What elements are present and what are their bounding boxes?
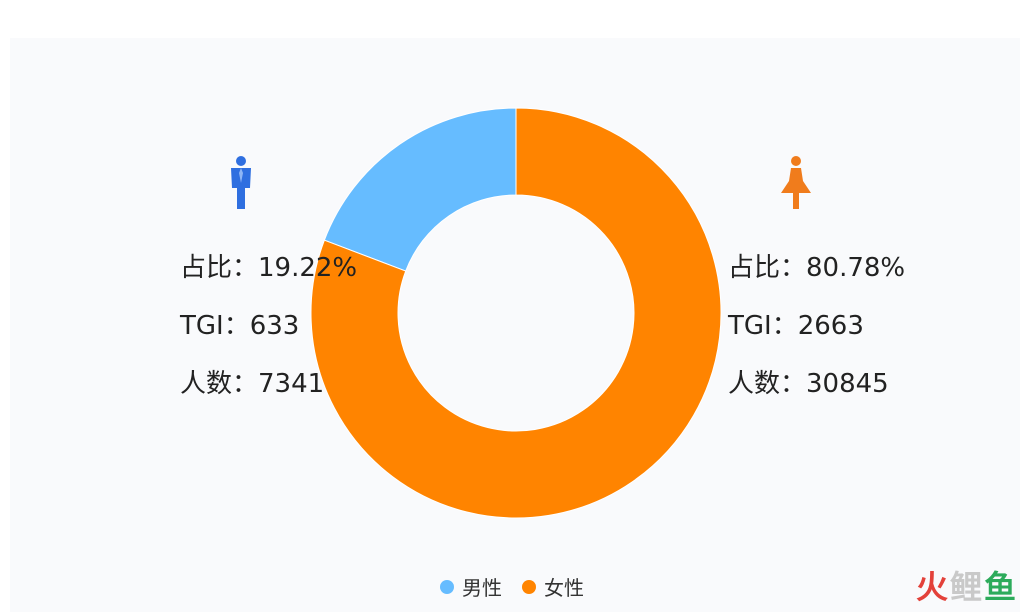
female-ratio-label: 占比：80.78%	[728, 253, 906, 283]
slice-male[interactable]	[323, 107, 517, 272]
male-count-label: 人数：7341	[180, 369, 325, 399]
watermark-char-3: 鱼	[983, 568, 1018, 606]
legend-item-male[interactable]: 男性	[440, 572, 502, 601]
legend-label-female: 女性	[544, 576, 584, 600]
watermark-logo: 火鲤鱼	[916, 562, 1018, 608]
slice-female[interactable]	[310, 107, 722, 519]
female-tgi-label: TGI：2663	[728, 311, 864, 341]
legend-dot-female	[522, 579, 536, 594]
male-ratio-label: 占比：19.22%	[180, 253, 358, 283]
female-count-label: 人数：30845	[728, 369, 889, 399]
legend-dot-male	[440, 579, 454, 594]
legend-item-female[interactable]: 女性	[522, 572, 584, 601]
legend-label-male: 男性	[462, 576, 502, 600]
male-figure-icon	[231, 156, 251, 209]
chart-legend: 男性 女性	[440, 572, 604, 601]
male-tgi-label: TGI：633	[180, 311, 300, 341]
watermark-char-2: 鲤	[949, 568, 984, 606]
female-figure-icon	[781, 156, 811, 209]
watermark-char-1: 火	[915, 568, 950, 606]
